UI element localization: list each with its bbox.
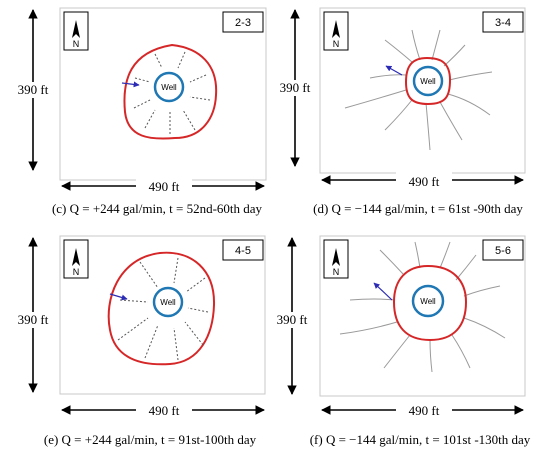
well-circle xyxy=(412,65,444,97)
north-box: N xyxy=(323,11,349,51)
north-label: N xyxy=(333,39,340,49)
north-label: N xyxy=(73,267,80,277)
capture-boundary xyxy=(107,251,216,366)
capture-boundary xyxy=(404,56,452,106)
well-label: Well xyxy=(160,298,176,307)
capture-boundary xyxy=(123,43,218,140)
well-label: Well xyxy=(161,83,177,92)
panel-caption: (e) Q = +244 gal/min, t = 91st-100th day xyxy=(44,432,257,447)
north-box: N xyxy=(63,239,89,279)
panel-caption: (c) Q = +244 gal/min, t = 52nd-60th day xyxy=(52,201,263,216)
panel-f: N 5-6 Well 390 ft 490 ft (f) Q = − xyxy=(269,235,531,447)
tag-label: 4-5 xyxy=(235,245,251,257)
tag-box: 5-6 xyxy=(482,239,524,261)
tag-label: 3-4 xyxy=(495,17,511,29)
width-label: 490 ft xyxy=(409,403,440,418)
tag-box: 4-5 xyxy=(222,239,264,261)
height-label: 390 ft xyxy=(277,312,308,327)
north-arrow-icon xyxy=(332,20,340,38)
well-label: Well xyxy=(420,297,436,306)
panel-d: N 3-4 Well 390 ft 490 ft (d) Q = − xyxy=(272,7,526,216)
panel-c: N 2-3 Well 390 ft 490 ft (c) Q = +244 ga… xyxy=(11,7,267,216)
height-label: 390 ft xyxy=(18,82,49,97)
height-label: 390 ft xyxy=(18,312,49,327)
panel-caption: (d) Q = −144 gal/min, t = 61st -90th day xyxy=(313,201,523,216)
height-label: 390 ft xyxy=(280,80,311,95)
tag-box: 3-4 xyxy=(482,11,524,33)
flow-arrow xyxy=(385,65,403,76)
well-circle xyxy=(411,284,445,318)
tag-label: 5-6 xyxy=(495,245,511,257)
north-arrow-icon xyxy=(72,20,80,38)
north-box: N xyxy=(323,239,349,279)
flow-arrow xyxy=(121,81,140,88)
north-arrow-icon xyxy=(72,248,80,266)
north-box: N xyxy=(63,11,89,51)
panel-caption: (f) Q = −144 gal/min, t = 101st -130th d… xyxy=(310,432,531,447)
capture-boundary xyxy=(392,264,468,342)
north-label: N xyxy=(333,267,340,277)
width-label: 490 ft xyxy=(409,174,440,189)
tag-box: 2-3 xyxy=(222,11,264,33)
north-arrow-icon xyxy=(332,248,340,266)
well-circle xyxy=(153,71,185,103)
width-label: 490 ft xyxy=(149,179,180,194)
well-circle xyxy=(152,286,184,318)
width-label: 490 ft xyxy=(149,403,180,418)
tag-label: 2-3 xyxy=(235,17,251,29)
north-label: N xyxy=(73,39,80,49)
flow-rays xyxy=(133,51,211,134)
flow-arrow xyxy=(109,293,128,301)
flow-arrow xyxy=(373,282,393,301)
well-label: Well xyxy=(420,77,436,86)
panel-e: N 4-5 Well 390 ft 490 ft (e) Q = +244 ga… xyxy=(11,235,266,447)
